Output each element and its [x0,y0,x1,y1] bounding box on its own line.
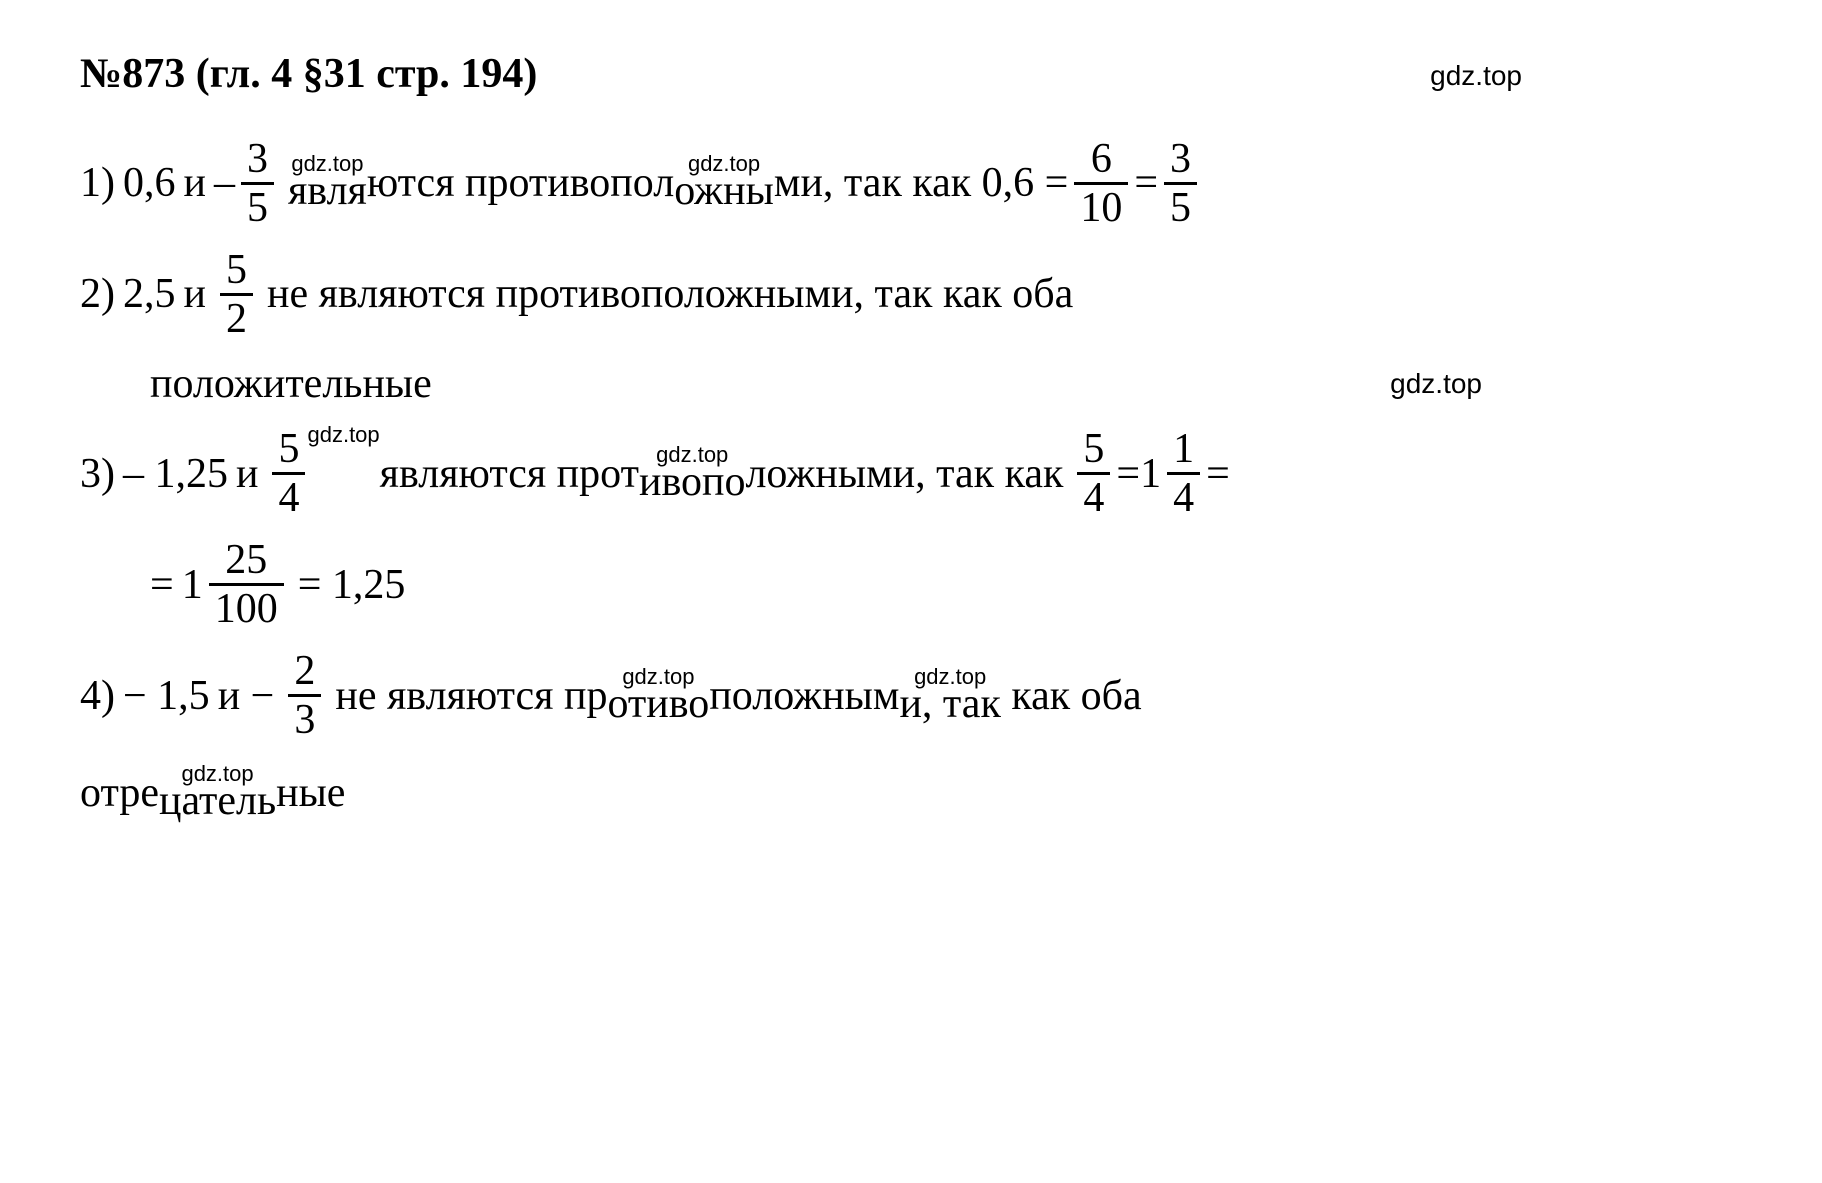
numerator: 1 [1167,428,1200,472]
text: отиво [607,680,709,728]
mixed-number: 1 25 100 [182,539,290,630]
numerator: 5 [1077,428,1110,472]
whole: 1 [182,561,203,609]
text: цатель [159,777,276,825]
denominator: 4 [1167,472,1200,519]
text: = 1,25 [298,561,406,609]
watermark-top-right: gdz.top [1430,60,1522,92]
text: отре [80,769,159,817]
text: = [1134,159,1158,207]
fraction: 1 4 [1167,428,1200,519]
text: – [214,159,235,207]
text: − 1,5 [123,672,210,720]
numerator: 6 [1085,138,1118,182]
whole: 1 [1140,450,1161,498]
denominator: 5 [1164,182,1197,229]
numerator: 2 [288,650,321,694]
fraction: 5 4 [1077,428,1110,519]
watermarked-text: gdz.top явля [288,151,367,215]
text: = [1206,450,1230,498]
item-num: 2) [80,270,115,318]
mixed-number: 1 1 4 [1140,428,1206,519]
watermarked-text: gdz.top и, так [899,664,1000,728]
fraction: 25 100 [209,539,284,630]
watermarked-text: gdz.top отиво [607,664,709,728]
item-4: 4) − 1,5 и − 2 3 не являются пр gdz.top … [80,650,1742,741]
watermarked-text: gdz.top ожны [674,151,774,215]
watermark: gdz.top [307,422,379,447]
text: ожны [674,167,774,215]
item-1: 1) 0,6 и – 3 5 gdz.top явля ются противо… [80,138,1742,229]
text: ются противопол [367,159,674,207]
text: ложными, так как [745,450,1063,498]
text: и [236,450,258,498]
fraction: 3 5 [1164,138,1197,229]
text: 2,5 [123,270,176,318]
text: не являются противоположными, так как об… [267,270,1073,318]
text: положительные [150,360,432,408]
text: = [1116,450,1140,498]
numerator: 5 [272,428,305,472]
text: и, так [899,680,1000,728]
fraction: 5 2 [220,249,253,340]
denominator: 5 [241,182,274,229]
text: ми, так как 0,6 = [774,159,1068,207]
fraction: 6 10 [1074,138,1128,229]
item-2: 2) 2,5 и 5 2 не являются противоположным… [80,249,1742,340]
text: явля [288,167,367,215]
denominator: 10 [1074,182,1128,229]
denominator: 4 [1077,472,1110,519]
watermarked-text: gdz.top цатель [159,761,276,825]
text: и [184,159,206,207]
text: не являются пр [335,672,607,720]
text: и [184,270,206,318]
denominator: 3 [288,694,321,741]
fraction: 2 3 [288,650,321,741]
fraction: 5 4 [272,428,305,519]
item-4-cont: отре gdz.top цатель ные [80,761,1742,825]
text: 0,6 [123,159,176,207]
denominator: 4 [272,472,305,519]
item-3-cont: = 1 25 100 = 1,25 [80,539,1742,630]
text: и − [218,672,275,720]
denominator: 100 [209,583,284,630]
item-3: 3) – 1,25 и 5 4 gdz.top являются прот gd… [80,428,1742,519]
numerator: 3 [241,138,274,182]
item-num: 3) [80,450,115,498]
text: – 1,25 [123,450,228,498]
watermarked-text: gdz.top ивопо [639,442,746,506]
fraction: 3 5 [241,138,274,229]
text: положным [709,672,899,720]
denominator: 2 [220,293,253,340]
fraction-with-wm: 5 4 gdz.top [266,428,379,519]
item-2-cont: положительные gdz.top [80,360,1742,408]
text: являются прот [380,450,639,498]
item-num: 4) [80,672,115,720]
text: как оба [1001,672,1142,720]
watermark: gdz.top [1390,368,1482,400]
numerator: 25 [219,539,273,583]
item-num: 1) [80,159,115,207]
numerator: 3 [1164,138,1197,182]
text: = [150,561,174,609]
text: ивопо [639,458,746,506]
numerator: 5 [220,249,253,293]
text: ные [276,769,345,817]
